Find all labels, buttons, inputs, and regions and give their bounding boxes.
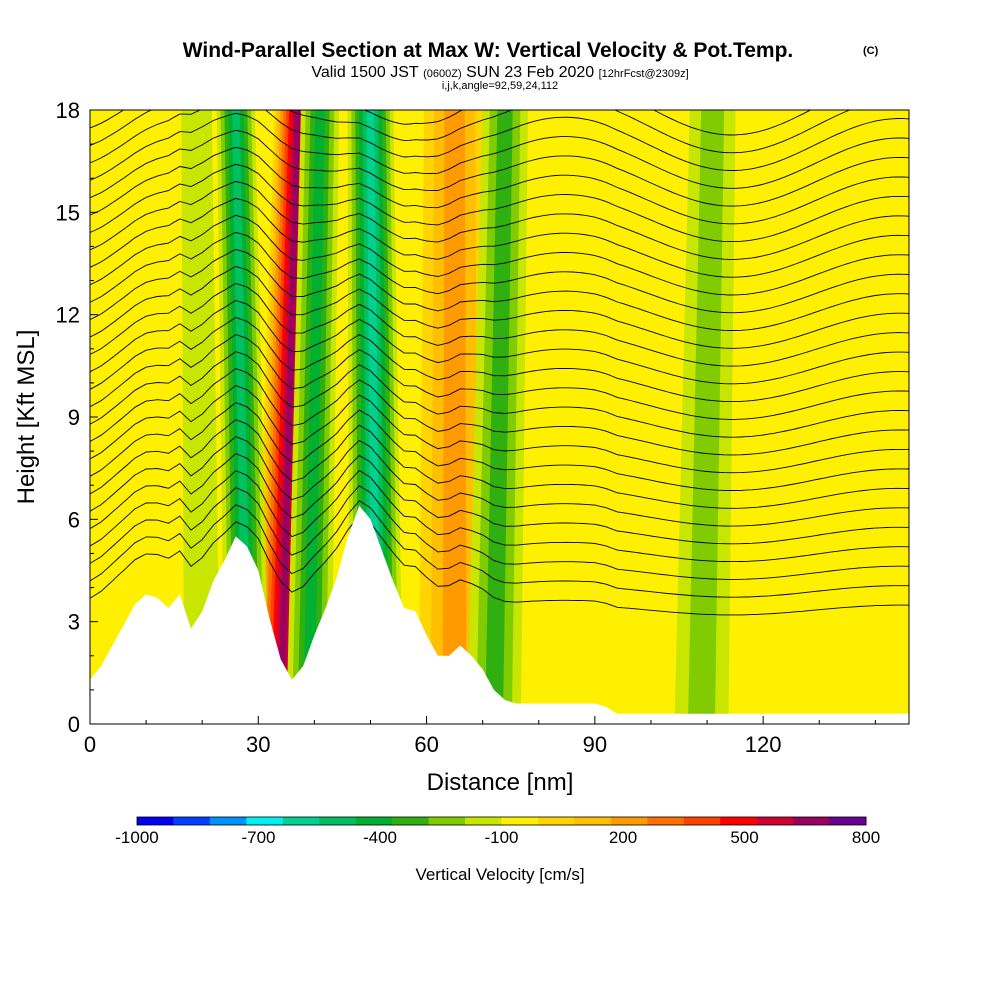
colorbar-swatch bbox=[355, 817, 393, 825]
x-axis: 0 30 60 90 120 bbox=[84, 716, 876, 757]
potential-temperature-contours bbox=[90, 110, 909, 616]
colorbar-label: -700 bbox=[241, 828, 275, 847]
colorbar-swatch bbox=[173, 817, 211, 825]
theta-contour-1 bbox=[90, 500, 909, 598]
theta-contour-24 bbox=[90, 112, 909, 189]
copyright-mark: (C) bbox=[863, 45, 879, 57]
x-tick-label: 0 bbox=[84, 732, 96, 757]
theta-contour-20 bbox=[90, 180, 909, 260]
colorbar-swatch bbox=[465, 817, 502, 825]
colorbar-label: 800 bbox=[852, 828, 880, 847]
section-indices: i,j,k,angle=92,59,24,112 bbox=[442, 80, 558, 92]
colorbar-swatch bbox=[574, 817, 612, 825]
theta-contour-26 bbox=[90, 110, 851, 154]
velocity-band-6-level-2 bbox=[687, 110, 725, 724]
chart-title: Wind-Parallel Section at Max W: Vertical… bbox=[183, 39, 794, 62]
y-tick-label: 9 bbox=[68, 405, 80, 430]
theta-contour-11 bbox=[90, 334, 909, 420]
colorbar-frame bbox=[136, 816, 867, 826]
colorbar-swatch bbox=[829, 817, 867, 825]
theta-contour-4 bbox=[90, 453, 909, 545]
theta-contour-2 bbox=[90, 485, 909, 580]
colorbar-swatch bbox=[501, 817, 539, 825]
y-tick-label: 12 bbox=[56, 303, 80, 328]
y-tick-label: 6 bbox=[68, 507, 80, 532]
theta-contour-9 bbox=[90, 368, 909, 456]
colorbar: -1000 -700 -400 -100 200 500 800 bbox=[115, 816, 880, 847]
theta-contour-0 bbox=[90, 515, 909, 616]
theta-contour-25 bbox=[90, 110, 909, 171]
colorbar-swatch bbox=[392, 817, 430, 825]
colorbar-label: -400 bbox=[363, 828, 397, 847]
y-tick-label: 0 bbox=[68, 712, 80, 737]
colorbar-swatch bbox=[282, 817, 320, 825]
x-tick-label: 60 bbox=[414, 732, 438, 757]
y-tick-label: 18 bbox=[56, 98, 80, 123]
velocity-band-2-level-4 bbox=[303, 110, 325, 724]
colorbar-title: Vertical Velocity [cm/s] bbox=[415, 865, 584, 884]
colorbar-swatch bbox=[246, 817, 284, 825]
colorbar-swatch bbox=[683, 817, 721, 825]
colorbar-swatch bbox=[428, 817, 466, 825]
theta-contour-15 bbox=[90, 266, 909, 349]
theta-contour-16 bbox=[90, 249, 909, 331]
valid-zulu: (0600Z) bbox=[423, 68, 462, 80]
x-tick-label: 120 bbox=[745, 732, 782, 757]
plot-area bbox=[90, 110, 909, 724]
valid-date: SUN 23 Feb 2020 bbox=[466, 64, 594, 81]
theta-contour-5 bbox=[90, 436, 909, 527]
x-axis-label: Distance [nm] bbox=[427, 769, 574, 796]
colorbar-label: 500 bbox=[730, 828, 758, 847]
theta-contour-13 bbox=[90, 300, 909, 385]
theta-contour-17 bbox=[90, 231, 909, 314]
y-axis: 0 3 6 9 12 15 18 bbox=[56, 98, 98, 737]
y-tick-label: 3 bbox=[68, 610, 80, 635]
y-axis-label: Height [Kft MSL] bbox=[13, 330, 40, 505]
theta-contour-12 bbox=[90, 317, 909, 403]
theta-contour-19 bbox=[90, 197, 909, 278]
velocity-band-0-level-8 bbox=[277, 110, 301, 724]
colorbar-swatch bbox=[756, 817, 794, 825]
theta-contour-8 bbox=[90, 385, 909, 474]
forecast-info: [12hrFcst@2309z] bbox=[599, 68, 689, 80]
theta-contour-27 bbox=[90, 110, 812, 136]
terrain bbox=[90, 505, 909, 724]
theta-contour-21 bbox=[90, 163, 909, 243]
colorbar-swatch bbox=[720, 817, 758, 825]
valid-time: Valid 1500 JST bbox=[311, 64, 419, 81]
theta-contour-14 bbox=[90, 283, 909, 367]
y-tick-label: 15 bbox=[56, 200, 80, 225]
colorbar-swatch bbox=[537, 817, 575, 825]
x-tick-label: 90 bbox=[583, 732, 607, 757]
colorbar-swatch bbox=[209, 817, 247, 825]
velocity-band-4-level-3 bbox=[442, 110, 467, 724]
theta-contour-22 bbox=[90, 146, 909, 225]
theta-contour-6 bbox=[90, 419, 909, 509]
theta-contour-23 bbox=[90, 129, 909, 207]
colorbar-swatch bbox=[137, 817, 174, 825]
colorbar-swatch bbox=[647, 817, 685, 825]
theta-contour-7 bbox=[90, 402, 909, 491]
colorbar-label: -100 bbox=[484, 828, 518, 847]
theta-contour-10 bbox=[90, 351, 909, 438]
colorbar-label: -1000 bbox=[115, 828, 158, 847]
theta-contour-3 bbox=[90, 470, 909, 563]
colorbar-swatch bbox=[610, 817, 648, 825]
colorbar-swatch bbox=[319, 817, 357, 825]
chart-subtitle: Valid 1500 JST (0600Z) SUN 23 Feb 2020 [… bbox=[311, 64, 688, 81]
velocity-band-5-level-3 bbox=[484, 110, 513, 724]
x-tick-label: 30 bbox=[246, 732, 270, 757]
theta-contour-18 bbox=[90, 214, 909, 296]
colorbar-swatch bbox=[793, 817, 831, 825]
colorbar-label: 200 bbox=[609, 828, 637, 847]
